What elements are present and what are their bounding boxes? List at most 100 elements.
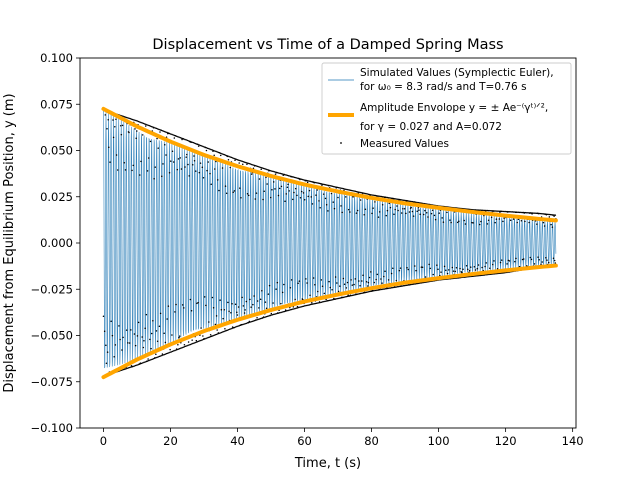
y-tick-label: 0.100 — [40, 51, 73, 65]
measured-point — [171, 350, 174, 353]
measured-point — [132, 365, 134, 368]
measured-point — [225, 192, 228, 195]
measured-point — [193, 342, 195, 344]
measured-point — [529, 256, 532, 259]
measured-point — [550, 223, 552, 226]
measured-point — [155, 357, 157, 359]
measured-point — [350, 189, 353, 192]
measured-point — [230, 312, 232, 314]
measured-point — [308, 180, 310, 182]
measured-point — [554, 214, 557, 216]
measured-point — [418, 209, 420, 211]
measured-point — [189, 298, 192, 301]
measured-point — [336, 298, 338, 300]
measured-point — [203, 146, 205, 148]
measured-point — [494, 221, 496, 224]
legend-measured-swatch — [340, 142, 342, 144]
measured-point — [255, 319, 257, 321]
measured-point — [553, 259, 556, 262]
measured-point — [305, 304, 307, 307]
measured-point — [172, 161, 175, 163]
measured-point — [409, 283, 412, 286]
measured-point — [399, 267, 402, 269]
measured-point — [242, 163, 244, 165]
measured-point — [260, 166, 262, 169]
measured-point — [159, 312, 162, 315]
measured-point — [405, 212, 407, 215]
measured-point — [125, 367, 127, 370]
measured-point — [225, 329, 227, 332]
chart-title: Displacement vs Time of a Damped Spring … — [152, 37, 503, 53]
measured-point — [421, 266, 424, 269]
measured-point — [269, 196, 272, 199]
measured-point — [200, 339, 202, 342]
measured-point — [463, 219, 465, 222]
measured-point — [300, 178, 303, 181]
measured-point — [322, 183, 324, 185]
legend-measured-label: Measured Values — [360, 138, 449, 150]
measured-point — [249, 298, 251, 301]
measured-point — [265, 168, 267, 170]
measured-point — [302, 178, 304, 181]
measured-point — [359, 191, 361, 194]
measured-point — [320, 279, 323, 281]
measured-point — [361, 192, 364, 194]
measured-point — [183, 307, 185, 309]
x-tick-label: 80 — [364, 434, 379, 448]
measured-point — [266, 168, 268, 171]
measured-point — [199, 144, 202, 147]
measured-point — [137, 120, 140, 123]
measured-point — [502, 210, 504, 213]
measured-point — [484, 265, 486, 268]
measured-point — [217, 179, 219, 181]
measured-point — [105, 362, 108, 364]
measured-point — [315, 194, 317, 196]
measured-point — [313, 303, 315, 305]
measured-point — [281, 173, 284, 175]
measured-point — [218, 332, 220, 335]
measured-point — [242, 305, 245, 307]
measured-point — [277, 194, 280, 197]
measured-point — [214, 334, 217, 336]
legend-simulated-line2: for ω₀ = 8.3 rad/s and T=0.76 s — [360, 81, 527, 93]
measured-point — [496, 267, 499, 270]
measured-point — [167, 352, 169, 354]
legend-simulated-line1: Simulated Values (Symplectic Euler), — [360, 67, 554, 79]
measured-point — [367, 285, 369, 287]
measured-point — [480, 209, 483, 211]
measured-point — [155, 127, 158, 130]
measured-point — [512, 218, 515, 220]
measured-point — [136, 120, 139, 122]
measured-point — [236, 325, 238, 328]
measured-point — [375, 289, 377, 292]
measured-point — [278, 172, 280, 174]
measured-point — [449, 219, 451, 221]
measured-point — [275, 313, 277, 315]
measured-point — [177, 348, 180, 350]
measured-point — [500, 259, 503, 261]
measured-point — [280, 185, 283, 188]
measured-point — [244, 322, 246, 325]
measured-point — [548, 261, 550, 264]
measured-point — [343, 283, 346, 285]
measured-point — [258, 307, 260, 309]
measured-point — [292, 306, 295, 308]
measured-point — [229, 156, 232, 158]
measured-point — [249, 321, 251, 323]
measured-point — [411, 283, 413, 286]
measured-point — [223, 309, 226, 311]
measured-point — [178, 136, 180, 138]
measured-point — [121, 124, 124, 127]
measured-point — [363, 213, 365, 216]
measured-point — [245, 300, 248, 303]
measured-point — [256, 300, 259, 302]
measured-point — [192, 342, 194, 345]
measured-point — [260, 168, 262, 171]
measured-point — [117, 169, 119, 171]
measured-point — [311, 203, 314, 205]
measured-point — [221, 331, 224, 333]
y-tick-label: −0.025 — [30, 282, 73, 296]
measured-point — [356, 293, 358, 296]
measured-point — [174, 135, 177, 137]
measured-point — [284, 309, 287, 311]
